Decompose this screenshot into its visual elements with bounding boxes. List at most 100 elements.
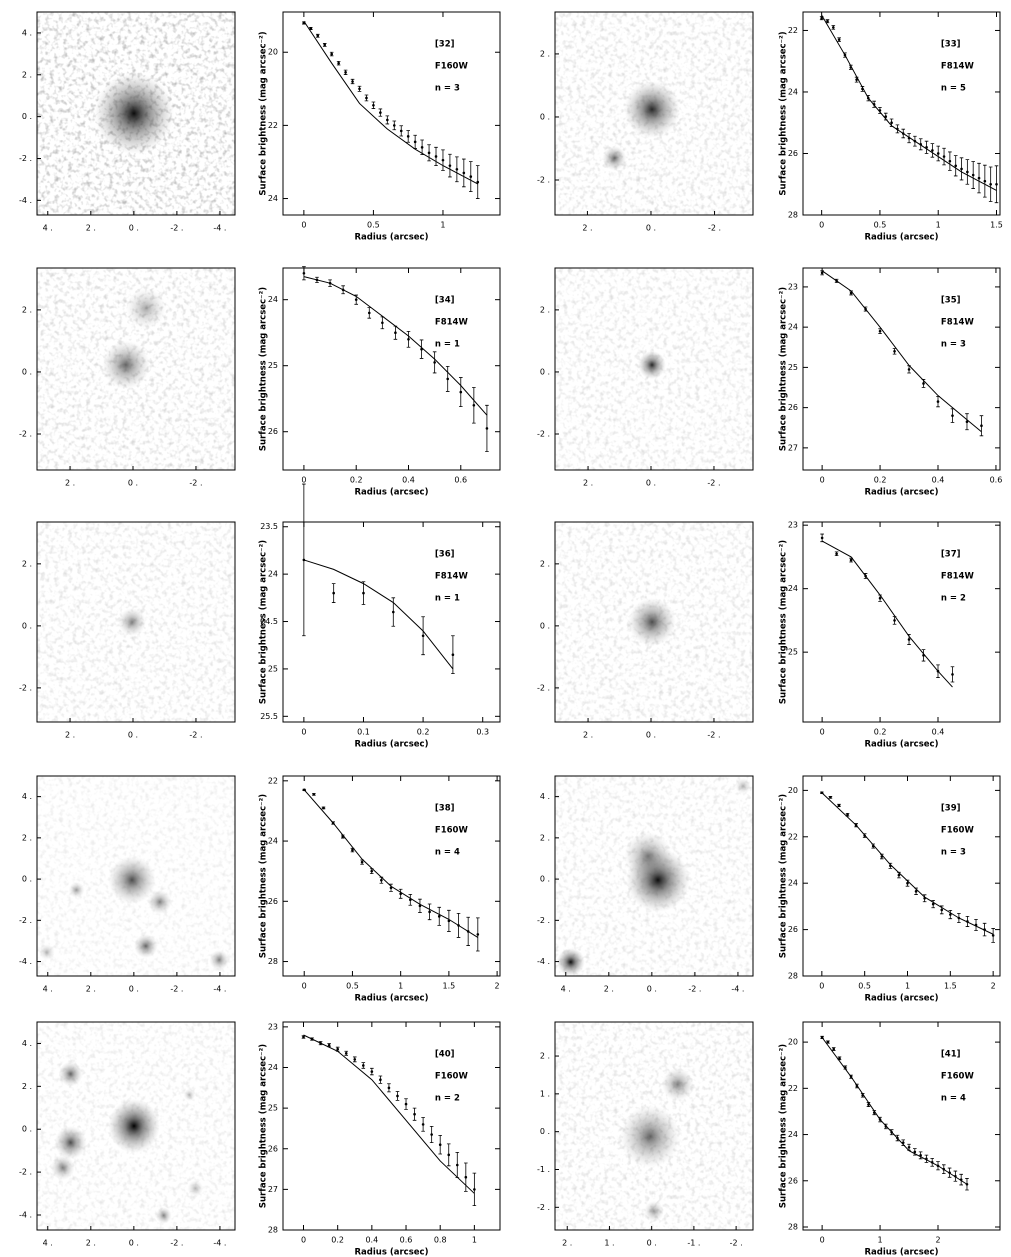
x-tick-label: -1 . bbox=[687, 1239, 700, 1248]
data-point bbox=[989, 182, 992, 186]
frame bbox=[282, 521, 501, 723]
y-tick-label: 28 bbox=[788, 211, 798, 220]
y-axis-label: Surface brightness (mag arcsec⁻²) bbox=[779, 287, 789, 451]
x-tick-label: 0.2 bbox=[331, 1236, 344, 1245]
data-point bbox=[420, 146, 424, 149]
annotation: F160W bbox=[941, 826, 975, 836]
y-tick-label: 24.5 bbox=[260, 617, 278, 626]
x-tick-label: -2 . bbox=[189, 479, 202, 488]
y-tick-label: 27 bbox=[788, 443, 798, 452]
y-tick-label: 26 bbox=[788, 403, 798, 412]
y-tick-label: 4 . bbox=[540, 792, 550, 801]
x-tick-label: 0 bbox=[820, 476, 825, 485]
image-panel: 2 . 0 . -2 . 2 . 0 . -2 . bbox=[537, 11, 754, 233]
source-blob bbox=[556, 948, 585, 976]
annotation: F160W bbox=[435, 826, 469, 836]
frame bbox=[36, 521, 236, 723]
image-panel: 2 . 0 . -2 . 2 . 0 . -2 . bbox=[19, 521, 236, 740]
source-blob bbox=[108, 1098, 160, 1154]
data-point bbox=[472, 404, 476, 407]
frame bbox=[282, 1021, 501, 1231]
x-tick-label: 1.5 bbox=[990, 221, 1003, 230]
y-tick-label: 0 . bbox=[540, 1127, 550, 1136]
y-tick-label: 24 bbox=[268, 295, 278, 304]
source-blob bbox=[54, 1126, 87, 1160]
frame bbox=[802, 1021, 1001, 1231]
y-tick-label: 24 bbox=[788, 1130, 798, 1139]
x-tick-label: 0 . bbox=[129, 985, 139, 994]
source-blob bbox=[209, 950, 230, 970]
y-tick-label: 0 . bbox=[540, 112, 550, 121]
x-tick-label: 2 . bbox=[582, 224, 592, 233]
x-tick-label: -2 . bbox=[707, 731, 720, 740]
x-tick-label: 0 . bbox=[647, 1239, 657, 1248]
y-tick-label: 24 bbox=[268, 1063, 278, 1072]
data-point bbox=[476, 933, 480, 936]
y-tick-label: 2 . bbox=[22, 70, 32, 79]
annotation: n = 4 bbox=[435, 848, 460, 858]
y-tick-label: 25 bbox=[268, 1104, 278, 1113]
data-point bbox=[476, 180, 480, 184]
x-tick-label: 0.2 bbox=[874, 476, 887, 485]
annotation: n = 5 bbox=[941, 84, 966, 94]
data-point bbox=[441, 158, 445, 162]
data-point bbox=[438, 1143, 442, 1146]
image-panel: 2 . 0 . -2 . 2 . 0 . -2 . bbox=[537, 521, 754, 740]
x-tick-label: 0.6 bbox=[400, 1236, 413, 1245]
profile-plot: 0 0.5 1 20 22 24 Radius (arcsec) Surface bright… bbox=[259, 11, 501, 243]
y-tick-label: 26 bbox=[268, 897, 278, 906]
x-tick-label: 0 bbox=[820, 1236, 825, 1245]
data-point bbox=[451, 653, 455, 657]
x-tick-label: -2 . bbox=[189, 731, 202, 740]
data-point bbox=[330, 52, 333, 56]
x-tick-label: -2 . bbox=[708, 224, 721, 233]
x-tick-label: 2 bbox=[495, 982, 500, 991]
data-point bbox=[379, 1078, 382, 1081]
y-tick-label: -1 . bbox=[537, 1165, 550, 1174]
y-tick-label: 20 bbox=[788, 786, 798, 795]
data-point bbox=[316, 34, 320, 38]
y-tick-label: 23 bbox=[788, 521, 798, 530]
data-point bbox=[469, 175, 473, 178]
data-point bbox=[302, 1035, 305, 1039]
data-point bbox=[337, 61, 340, 65]
frame bbox=[554, 267, 754, 471]
data-point bbox=[949, 913, 952, 916]
y-axis-label: Surface brightness (mag arcsec⁻²) bbox=[779, 1044, 789, 1208]
x-tick-label: 0.6 bbox=[454, 476, 467, 485]
data-point bbox=[446, 377, 450, 381]
data-point bbox=[922, 382, 925, 385]
frame bbox=[282, 267, 501, 471]
annotation: F814W bbox=[435, 318, 469, 328]
profile-plot: 0 0.2 0.4 0.6 24 25 26 Radius (arcsec) Surface b… bbox=[259, 266, 501, 498]
data-point bbox=[379, 111, 382, 114]
annotation: F160W bbox=[435, 62, 469, 72]
y-tick-label: 0 . bbox=[22, 112, 32, 121]
data-point bbox=[362, 591, 365, 595]
y-axis-label: Surface brightness (mag arcsec⁻²) bbox=[779, 540, 789, 704]
y-tick-label: 25.5 bbox=[260, 712, 278, 721]
y-tick-label: 20 bbox=[788, 1038, 798, 1047]
y-tick-label: 25 bbox=[268, 664, 278, 673]
y-axis-label: Surface brightness (mag arcsec⁻²) bbox=[259, 540, 269, 704]
source-blob bbox=[108, 856, 156, 904]
data-point bbox=[980, 424, 983, 428]
data-point bbox=[447, 1153, 451, 1157]
y-tick-label: -4 . bbox=[19, 196, 32, 205]
y-axis-label: Surface brightness (mag arcsec⁻²) bbox=[259, 1044, 269, 1208]
y-tick-label: -2 . bbox=[19, 1168, 32, 1177]
model-curve bbox=[821, 1037, 968, 1185]
x-tick-label: 1 bbox=[905, 982, 910, 991]
x-tick-label: 0 . bbox=[129, 224, 139, 233]
y-tick-label: 26 bbox=[788, 149, 798, 158]
x-tick-label: 0.2 bbox=[417, 728, 430, 737]
y-tick-label: 0 . bbox=[22, 621, 32, 630]
annotation: F814W bbox=[941, 318, 975, 328]
data-point bbox=[835, 552, 838, 556]
y-tick-label: -2 . bbox=[537, 1203, 550, 1212]
y-tick-label: 2 . bbox=[540, 833, 550, 842]
model-curve bbox=[303, 20, 478, 185]
y-tick-label: -2 . bbox=[19, 683, 32, 692]
x-tick-label: 1 bbox=[440, 221, 445, 230]
